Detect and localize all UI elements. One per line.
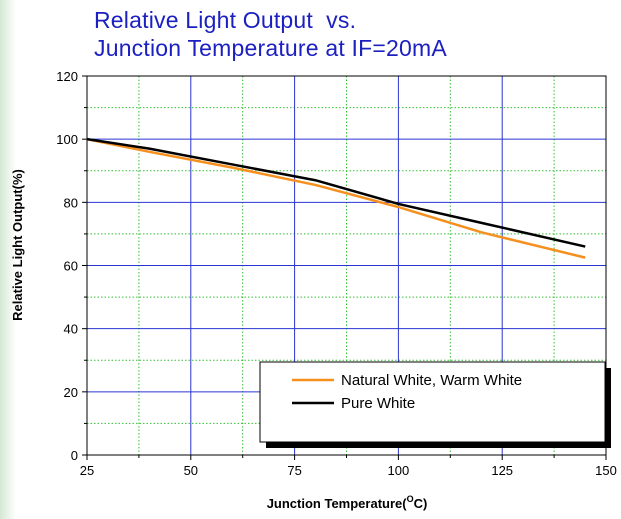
series-line-0 [86, 137, 586, 259]
series-layer [86, 137, 586, 259]
y-tick-label: 0 [71, 448, 78, 463]
chart-title-line-1: Relative Light Output vs. [94, 7, 357, 33]
major-gridlines [87, 76, 606, 455]
chart-title: Relative Light Output vs. Junction Tempe… [94, 6, 594, 62]
y-tick-label: 120 [56, 69, 78, 84]
x-tick-label: 50 [184, 463, 198, 478]
x-axis-title: Junction Temperature(OC) [267, 494, 428, 511]
y-tick-label: 80 [64, 195, 78, 210]
y-tick-label: 20 [64, 385, 78, 400]
x-tick-label: 25 [80, 463, 94, 478]
legend-label-pure-white: Pure White [341, 395, 415, 412]
y-tick-label: 100 [56, 132, 78, 147]
x-axis-title-suffix: C) [414, 496, 428, 511]
x-axis-ticks: 25 50 75 100 125 150 [80, 455, 617, 478]
x-tick-label: 100 [388, 463, 410, 478]
y-axis-title: Relative Light Output(%) [10, 169, 25, 321]
y-tick-label: 40 [64, 322, 78, 337]
chart-title-line-2: Junction Temperature at IF=20mA [94, 35, 447, 61]
series-line-1 [86, 137, 586, 248]
x-axis-title-text: Junction Temperature( [267, 496, 408, 511]
x-axis-title-superscript: O [407, 494, 414, 504]
x-tick-label: 75 [287, 463, 301, 478]
x-tick-label: 125 [491, 463, 513, 478]
y-axis-title-text: Relative Light Output(%) [10, 169, 25, 321]
legend: Natural White, Warm White Pure White [259, 361, 611, 448]
y-axis-ticks: 0 20 40 60 80 100 120 [56, 69, 87, 463]
y-tick-label: 60 [64, 259, 78, 274]
left-edge-shading [0, 0, 16, 519]
legend-label-natural-white: Natural White, Warm White [341, 372, 522, 389]
x-tick-label: 150 [595, 463, 617, 478]
